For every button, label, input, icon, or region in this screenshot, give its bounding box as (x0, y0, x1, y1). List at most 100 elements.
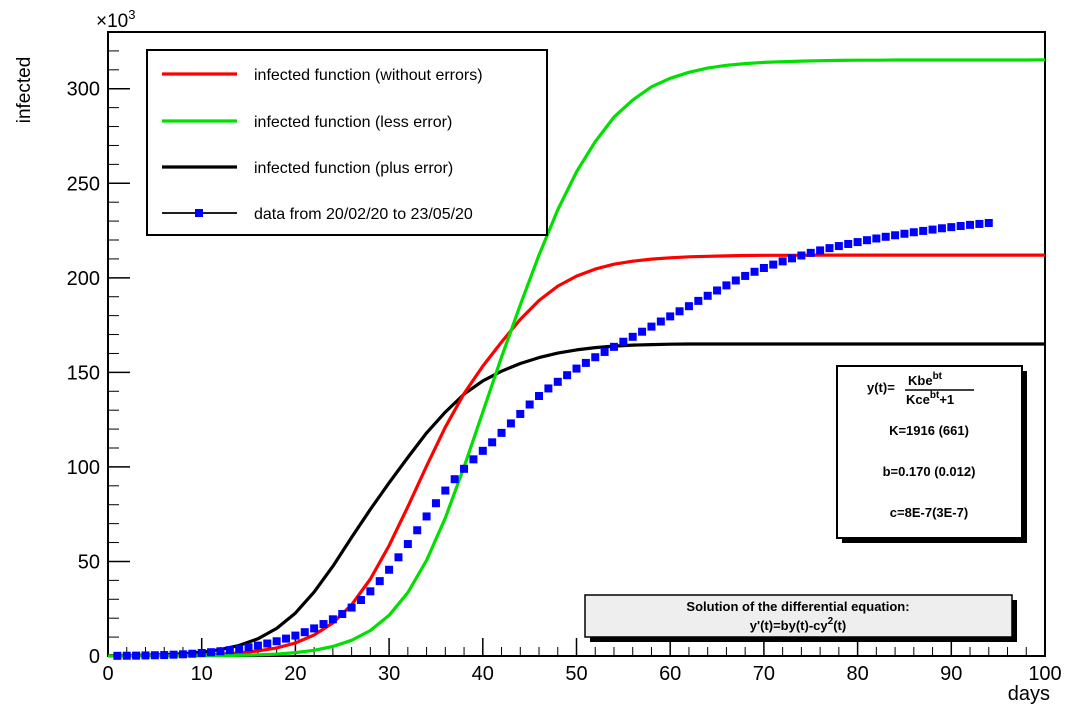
data-point (797, 251, 806, 260)
data-point (188, 649, 197, 658)
data-point (909, 228, 918, 237)
data-point (235, 644, 244, 653)
x-tick-label: 50 (565, 663, 587, 685)
data-point (750, 267, 759, 276)
fit-eq-prefix: y(t)= (867, 380, 895, 395)
solution-box-panel (584, 594, 1013, 638)
data-point (413, 526, 422, 535)
fit-k-line: K=1916 (661) (889, 423, 969, 438)
data-point (431, 499, 440, 508)
y-multiplier-exp: 3 (128, 7, 135, 22)
data-point (488, 438, 497, 447)
y-tick-label: 200 (67, 268, 100, 290)
data-point (207, 648, 216, 657)
fit-denominator: Kcebt+1 (906, 390, 954, 407)
data-point (806, 248, 815, 257)
data-point (928, 225, 937, 234)
y-multiplier: ×103 (96, 7, 135, 32)
data-point (310, 624, 319, 633)
axes: 0 10 20 30 40 50 60 70 80 90 100 0 50 100 150 200 250 300 (67, 31, 1062, 685)
data-point (328, 615, 337, 624)
data-point (516, 409, 525, 418)
x-tick-label: 80 (846, 663, 868, 685)
data-point (591, 353, 600, 362)
data-point (394, 553, 403, 562)
y-tick-label: 250 (67, 173, 100, 195)
data-point (319, 620, 328, 629)
legend-label: infected function (without errors) (254, 67, 483, 84)
fit-box: y(t)= Kbebt Kcebt+1 K=1916 (661) b=0.170… (836, 365, 1027, 543)
x-tick-label: 0 (102, 663, 113, 685)
solution-title: Solution of the differential equation: (686, 599, 909, 614)
data-point (132, 651, 141, 660)
data-point (844, 239, 853, 248)
data-point (638, 327, 647, 336)
data-point (966, 220, 975, 229)
x-tick-label: 60 (659, 663, 681, 685)
data-point (385, 565, 394, 574)
data-point (947, 223, 956, 232)
data-point (684, 302, 693, 311)
fit-denominator-base: Kce (906, 392, 930, 407)
fit-numerator-base: Kbe (908, 373, 933, 388)
data-point (160, 651, 169, 660)
x-tick-label: 70 (753, 663, 775, 685)
fit-denominator-suffix: +1 (939, 392, 954, 407)
data-point (244, 643, 253, 652)
data-point (975, 219, 984, 228)
fit-c-line: c=8E-7(3E-7) (890, 505, 968, 520)
data-point (563, 371, 572, 380)
data-point (872, 234, 881, 243)
solution-eq-exp: 2 (828, 616, 834, 627)
legend: infected function (without errors) infect… (146, 49, 548, 236)
data-point (535, 392, 544, 400)
y-tick-label: 150 (67, 362, 100, 384)
x-tick-label: 100 (1028, 663, 1061, 685)
data-point (703, 291, 712, 300)
y-axis-label: infected (14, 57, 35, 124)
fit-b-line: b=0.170 (0.012) (883, 464, 976, 479)
data-point (460, 464, 469, 473)
data-point (338, 610, 347, 619)
data-point (450, 475, 459, 484)
data-point (694, 296, 703, 305)
data-point (141, 651, 150, 660)
data-point (628, 332, 637, 341)
legend-items: infected function (without errors) infect… (162, 67, 483, 223)
data-point (778, 257, 787, 266)
data-point (525, 400, 534, 409)
fit-numerator: Kbebt (908, 371, 943, 388)
data-point (788, 254, 797, 263)
fit-formula: y(t)= Kbebt Kcebt+1 (867, 371, 974, 407)
data-point (113, 651, 122, 660)
data-point (253, 641, 262, 650)
data-point (609, 342, 618, 351)
legend-label: infected function (plus error) (254, 160, 453, 177)
data-point (881, 232, 890, 241)
data-point (891, 231, 900, 240)
data-point (178, 650, 187, 659)
data-point (900, 229, 909, 238)
legend-label: infected function (less error) (254, 114, 452, 131)
fit-numerator-exp: bt (933, 371, 943, 382)
data-point (553, 377, 562, 386)
data-point (853, 238, 862, 247)
data-point (984, 218, 993, 227)
data-point (581, 358, 590, 367)
solution-box: Solution of the differential equation: y… (584, 594, 1017, 642)
series-line-1 (108, 58, 1046, 658)
data-point (469, 455, 478, 464)
data-point (656, 317, 665, 326)
data-point (825, 244, 834, 253)
data-point (816, 246, 825, 255)
fit-denominator-exp: bt (930, 390, 940, 401)
data-point (834, 242, 843, 251)
data-point (666, 312, 675, 321)
data-point (225, 646, 234, 655)
x-tick-label: 30 (378, 663, 400, 685)
solution-equation: y'(t)=by(t)-cy2(t) (750, 616, 846, 633)
legend-label: data from 20/02/20 to 23/05/20 (254, 206, 473, 223)
data-point (216, 647, 225, 656)
data-point (300, 628, 309, 637)
data-point (619, 337, 628, 346)
